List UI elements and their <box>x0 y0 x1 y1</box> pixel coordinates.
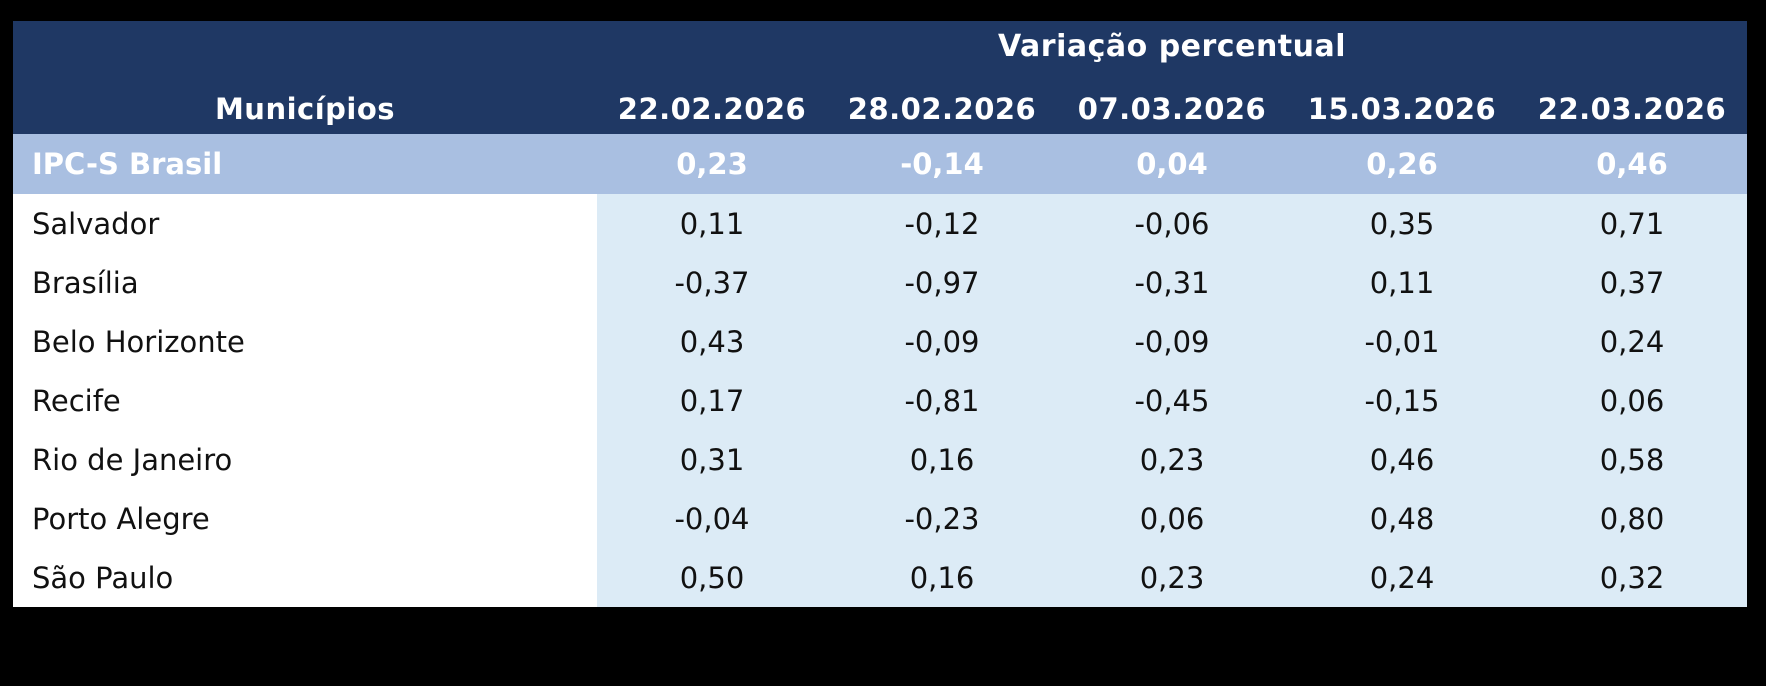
column-header-date-4: 15.03.2026 <box>1307 92 1497 126</box>
row-label: São Paulo <box>13 548 597 607</box>
row-label: IPC-S Brasil <box>32 147 223 181</box>
row-label: Rio de Janeiro <box>13 430 597 489</box>
table-row-belo-horizonte: Belo Horizonte 0,43 -0,09 -0,09 -0,01 0,… <box>13 312 1747 371</box>
value-cell: 0,50 <box>597 548 827 607</box>
value-cell: -0,31 <box>1057 253 1287 312</box>
table-header-group-row: Variação percentual <box>13 21 1747 68</box>
value-cell: 0,46 <box>1596 147 1668 181</box>
table-row-rio-de-janeiro: Rio de Janeiro 0,31 0,16 0,23 0,46 0,58 <box>13 430 1747 489</box>
value-cell: -0,81 <box>827 371 1057 430</box>
value-cell: 0,23 <box>1057 548 1287 607</box>
row-label: Salvador <box>13 194 597 253</box>
value-cell: 0,24 <box>1287 548 1517 607</box>
column-header-municipios: Municípios <box>214 92 396 126</box>
column-header-date-5: 22.03.2026 <box>1537 92 1727 126</box>
column-header-date-3: 07.03.2026 <box>1077 92 1267 126</box>
value-cell: 0,58 <box>1517 430 1747 489</box>
value-cell: -0,01 <box>1287 312 1517 371</box>
table-row-brasilia: Brasília -0,37 -0,97 -0,31 0,11 0,37 <box>13 253 1747 312</box>
value-cell: 0,80 <box>1517 489 1747 548</box>
table-row-recife: Recife 0,17 -0,81 -0,45 -0,15 0,06 <box>13 371 1747 430</box>
table-row-salvador: Salvador 0,11 -0,12 -0,06 0,35 0,71 <box>13 194 1747 253</box>
value-cell: 0,26 <box>1366 147 1438 181</box>
value-cell: 0,11 <box>1287 253 1517 312</box>
table-column-header-row: Municípios 22.02.2026 28.02.2026 07.03.2… <box>13 68 1747 134</box>
table-row-ipcs-brasil: IPC-S Brasil 0,23 -0,14 0,04 0,26 0,46 <box>13 134 1747 194</box>
value-cell: -0,97 <box>827 253 1057 312</box>
value-cell: -0,37 <box>597 253 827 312</box>
row-label: Porto Alegre <box>13 489 597 548</box>
value-cell: 0,04 <box>1136 147 1208 181</box>
value-cell: 0,06 <box>1057 489 1287 548</box>
row-label: Belo Horizonte <box>13 312 597 371</box>
value-cell: 0,11 <box>597 194 827 253</box>
column-header-date-1: 22.02.2026 <box>617 92 807 126</box>
value-cell: 0,17 <box>597 371 827 430</box>
value-cell: -0,09 <box>827 312 1057 371</box>
column-header-date-2: 28.02.2026 <box>847 92 1037 126</box>
value-cell: 0,31 <box>597 430 827 489</box>
table-title: Variação percentual <box>997 29 1347 64</box>
value-cell: 0,16 <box>827 548 1057 607</box>
value-cell: 0,37 <box>1517 253 1747 312</box>
header-spacer <box>13 21 597 68</box>
value-cell: -0,06 <box>1057 194 1287 253</box>
value-cell: 0,48 <box>1287 489 1517 548</box>
row-label: Brasília <box>13 253 597 312</box>
value-cell: 0,16 <box>827 430 1057 489</box>
ipcs-variation-table: Variação percentual Municípios 22.02.202… <box>13 21 1747 607</box>
value-cell: -0,45 <box>1057 371 1287 430</box>
value-cell: 0,32 <box>1517 548 1747 607</box>
value-cell: 0,23 <box>1057 430 1287 489</box>
value-cell: 0,71 <box>1517 194 1747 253</box>
value-cell: -0,23 <box>827 489 1057 548</box>
value-cell: 0,43 <box>597 312 827 371</box>
value-cell: 0,06 <box>1517 371 1747 430</box>
value-cell: -0,14 <box>900 147 984 181</box>
row-label: Recife <box>13 371 597 430</box>
table-row-porto-alegre: Porto Alegre -0,04 -0,23 0,06 0,48 0,80 <box>13 489 1747 548</box>
value-cell: -0,09 <box>1057 312 1287 371</box>
value-cell: 0,35 <box>1287 194 1517 253</box>
table-row-sao-paulo: São Paulo 0,50 0,16 0,23 0,24 0,32 <box>13 548 1747 607</box>
value-cell: 0,46 <box>1287 430 1517 489</box>
value-cell: -0,12 <box>827 194 1057 253</box>
value-cell: 0,24 <box>1517 312 1747 371</box>
value-cell: 0,23 <box>676 147 748 181</box>
value-cell: -0,04 <box>597 489 827 548</box>
value-cell: -0,15 <box>1287 371 1517 430</box>
